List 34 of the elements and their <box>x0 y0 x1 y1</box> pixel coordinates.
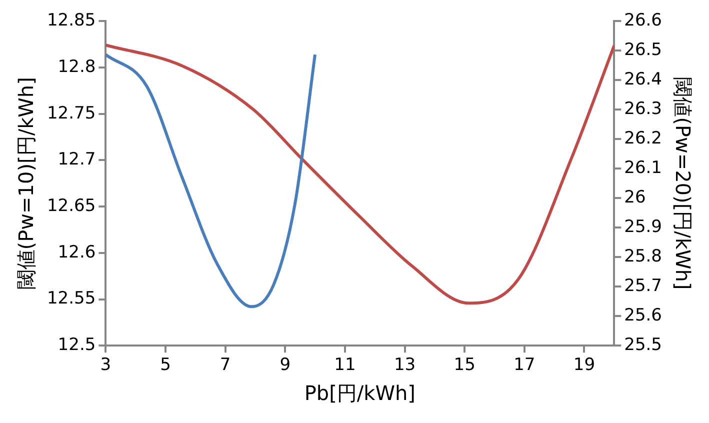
y2-tick-label: 26.6 <box>624 10 662 31</box>
y2-tick-label: 25.7 <box>624 276 662 296</box>
x-axis-title: Pb[円/kWh] <box>304 381 416 406</box>
y-tick-label: 12.65 <box>46 196 96 216</box>
x-tick-label: 3 <box>100 355 112 376</box>
y-axis-title: 閾値(Pw=10)[円/kWh] <box>14 77 38 290</box>
x-tick-label: 13 <box>394 355 416 376</box>
x-tick-label: 15 <box>454 355 476 376</box>
line-series <box>106 44 614 305</box>
y2-tick-label: 25.8 <box>624 246 662 267</box>
y2-axis-title: 閾値(Pw=20)[円/kWh] <box>670 77 695 290</box>
line-series <box>106 53 317 308</box>
y-tick-label: 12.85 <box>46 10 96 31</box>
y-tick-label: 12.75 <box>46 103 96 124</box>
x-tick-label: 17 <box>514 355 536 376</box>
y2-tick-label: 25.6 <box>624 306 662 326</box>
y-tick-label: 12.5 <box>58 335 96 356</box>
x-tick-label: 5 <box>160 355 171 376</box>
y-tick-label: 12.8 <box>58 56 96 77</box>
x-tick-label: 11 <box>334 355 356 376</box>
x-tick-label: 7 <box>220 355 231 376</box>
y-tick-label: 12.7 <box>58 150 96 170</box>
y-tick-label: 12.6 <box>58 242 96 262</box>
y-tick-label: 12.55 <box>46 288 96 309</box>
x-tick-label: 19 <box>573 355 596 376</box>
y2-tick-label: 26.1 <box>624 158 662 178</box>
y2-tick-label: 26.2 <box>624 128 662 149</box>
x-tick-label: 9 <box>280 355 291 376</box>
y2-tick-label: 25.5 <box>624 335 662 356</box>
y2-tick-label: 26.3 <box>624 99 662 120</box>
y2-tick-label: 26.4 <box>624 70 662 90</box>
y2-tick-label: 26.5 <box>624 40 662 60</box>
y2-tick-label: 25.9 <box>624 217 662 238</box>
y2-tick-label: 26 <box>624 188 646 208</box>
